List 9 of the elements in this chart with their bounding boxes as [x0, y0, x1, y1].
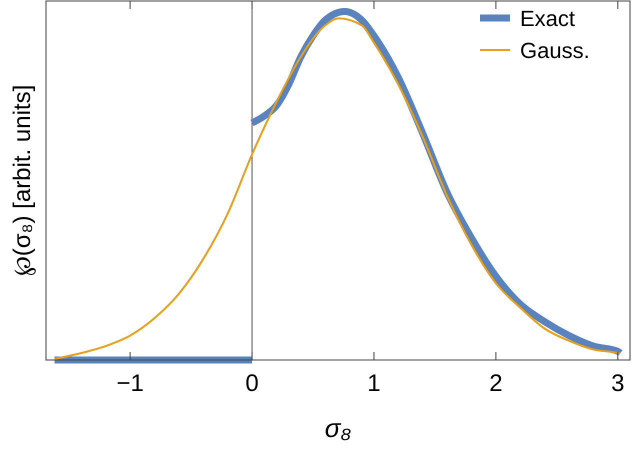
x-tick-label: 1: [367, 370, 381, 397]
x-tick-label: 3: [611, 370, 624, 397]
x-tick-label: 2: [489, 370, 503, 397]
x-tick-label: 0: [245, 370, 259, 397]
legend-label: Gauss.: [520, 38, 590, 63]
legend-label: Exact: [520, 6, 576, 31]
y-axis-title: ℘(σ₈) [arbit. units]: [9, 84, 36, 276]
x-tick-label: −1: [116, 370, 144, 397]
x-axis-title: σ₈: [324, 413, 352, 443]
